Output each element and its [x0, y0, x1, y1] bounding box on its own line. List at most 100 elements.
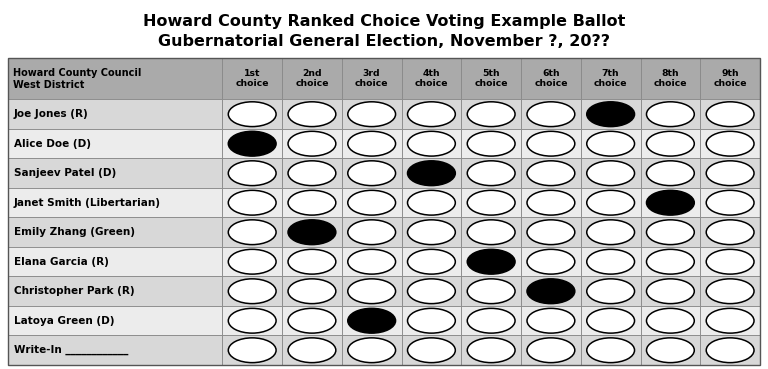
Bar — [521, 306, 581, 335]
Bar — [8, 188, 222, 217]
Bar — [521, 217, 581, 247]
Bar — [641, 99, 700, 129]
Bar — [700, 217, 760, 247]
Bar — [641, 306, 700, 335]
Text: Latoya Green (D): Latoya Green (D) — [14, 316, 114, 326]
Text: 1st
choice: 1st choice — [236, 69, 269, 89]
Bar — [581, 58, 641, 99]
Ellipse shape — [348, 190, 396, 215]
Bar — [402, 99, 462, 129]
Ellipse shape — [348, 338, 396, 363]
Bar — [402, 335, 462, 365]
Text: 7th
choice: 7th choice — [594, 69, 627, 89]
Ellipse shape — [228, 220, 276, 245]
Bar — [581, 306, 641, 335]
Ellipse shape — [527, 279, 574, 304]
Ellipse shape — [527, 338, 574, 363]
Ellipse shape — [467, 279, 515, 304]
Ellipse shape — [348, 102, 396, 127]
Bar — [222, 335, 282, 365]
Ellipse shape — [228, 131, 276, 156]
Ellipse shape — [647, 131, 694, 156]
Bar — [282, 99, 342, 129]
Bar — [521, 99, 581, 129]
Ellipse shape — [707, 249, 754, 274]
Bar — [8, 217, 222, 247]
Bar — [402, 276, 462, 306]
Ellipse shape — [527, 161, 574, 186]
Ellipse shape — [647, 190, 694, 215]
Ellipse shape — [647, 102, 694, 127]
Ellipse shape — [228, 249, 276, 274]
Ellipse shape — [467, 220, 515, 245]
Bar — [700, 58, 760, 99]
Ellipse shape — [288, 131, 336, 156]
Bar — [282, 306, 342, 335]
Bar — [641, 276, 700, 306]
Ellipse shape — [228, 338, 276, 363]
Text: Howard County Ranked Choice Voting Example Ballot: Howard County Ranked Choice Voting Examp… — [143, 14, 625, 29]
Bar — [581, 99, 641, 129]
Bar — [222, 306, 282, 335]
Bar — [462, 306, 521, 335]
Text: Gubernatorial General Election, November ?, 20??: Gubernatorial General Election, November… — [158, 34, 610, 49]
Ellipse shape — [288, 308, 336, 333]
Text: Howard County Council
West District: Howard County Council West District — [13, 68, 141, 90]
Bar — [581, 276, 641, 306]
Bar — [342, 188, 402, 217]
Ellipse shape — [587, 190, 634, 215]
Text: 6th
choice: 6th choice — [535, 69, 568, 89]
Bar — [342, 158, 402, 188]
Bar — [581, 158, 641, 188]
Ellipse shape — [647, 279, 694, 304]
Text: Alice Doe (D): Alice Doe (D) — [14, 139, 91, 149]
Ellipse shape — [527, 190, 574, 215]
Text: 9th
choice: 9th choice — [713, 69, 746, 89]
Text: 2nd
choice: 2nd choice — [295, 69, 329, 89]
Ellipse shape — [647, 220, 694, 245]
Text: Sanjeev Patel (D): Sanjeev Patel (D) — [14, 168, 116, 178]
Ellipse shape — [587, 131, 634, 156]
Bar — [641, 335, 700, 365]
Bar — [462, 99, 521, 129]
Ellipse shape — [647, 338, 694, 363]
Bar — [581, 335, 641, 365]
Bar — [8, 247, 222, 276]
Bar — [521, 188, 581, 217]
Text: Elana Garcia (R): Elana Garcia (R) — [14, 257, 109, 267]
Bar — [700, 129, 760, 158]
Ellipse shape — [707, 338, 754, 363]
Ellipse shape — [408, 338, 455, 363]
Ellipse shape — [348, 161, 396, 186]
Bar — [462, 276, 521, 306]
Ellipse shape — [707, 102, 754, 127]
Bar — [641, 247, 700, 276]
Bar — [222, 99, 282, 129]
Bar — [700, 99, 760, 129]
Ellipse shape — [467, 131, 515, 156]
Ellipse shape — [408, 131, 455, 156]
Ellipse shape — [288, 249, 336, 274]
Ellipse shape — [408, 279, 455, 304]
Bar — [641, 217, 700, 247]
Bar — [8, 276, 222, 306]
Text: Janet Smith (Libertarian): Janet Smith (Libertarian) — [14, 198, 161, 208]
Ellipse shape — [527, 249, 574, 274]
Ellipse shape — [288, 279, 336, 304]
Bar — [700, 247, 760, 276]
Bar — [342, 276, 402, 306]
Ellipse shape — [527, 131, 574, 156]
Ellipse shape — [467, 102, 515, 127]
Ellipse shape — [408, 220, 455, 245]
Ellipse shape — [348, 279, 396, 304]
Bar — [342, 247, 402, 276]
Bar — [402, 158, 462, 188]
Ellipse shape — [707, 190, 754, 215]
Ellipse shape — [527, 220, 574, 245]
Bar — [402, 306, 462, 335]
Bar — [700, 306, 760, 335]
Bar — [342, 306, 402, 335]
Bar — [581, 129, 641, 158]
Ellipse shape — [408, 190, 455, 215]
Bar — [8, 158, 222, 188]
